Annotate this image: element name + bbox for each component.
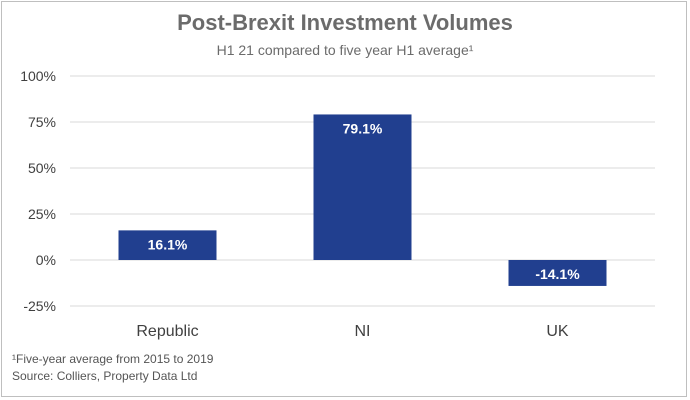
bars (118, 114, 607, 286)
y-tick-label: 25% (28, 206, 56, 222)
y-tick-label: 0% (36, 252, 56, 268)
bar (118, 230, 217, 260)
y-tick-label: -25% (23, 298, 56, 314)
bar-value-label: 16.1% (148, 236, 188, 252)
bar (313, 114, 412, 261)
bar-value-label: 79.1% (343, 120, 383, 136)
y-tick-label: 75% (28, 114, 56, 130)
footnote: ¹Five-year average from 2015 to 2019 (12, 352, 214, 366)
bar (508, 260, 607, 286)
y-tick-label: 100% (20, 68, 56, 84)
y-tick-label: 50% (28, 160, 56, 176)
bar-value-label: -14.1% (535, 266, 580, 282)
bar-value-labels: 16.1% 79.1% -14.1% (148, 120, 581, 282)
chart-title: Post-Brexit Investment Volumes (177, 10, 513, 35)
y-axis-ticks: 100% 75% 50% 25% 0% -25% (20, 68, 56, 314)
x-axis-ticks: Republic NI UK (136, 323, 569, 340)
source-note: Source: Colliers, Property Data Ltd (12, 369, 198, 383)
x-tick-label: Republic (136, 323, 198, 340)
x-tick-label: NI (355, 323, 371, 340)
chart-subtitle: H1 21 compared to five year H1 average¹ (216, 42, 474, 58)
x-tick-label: UK (546, 323, 569, 340)
